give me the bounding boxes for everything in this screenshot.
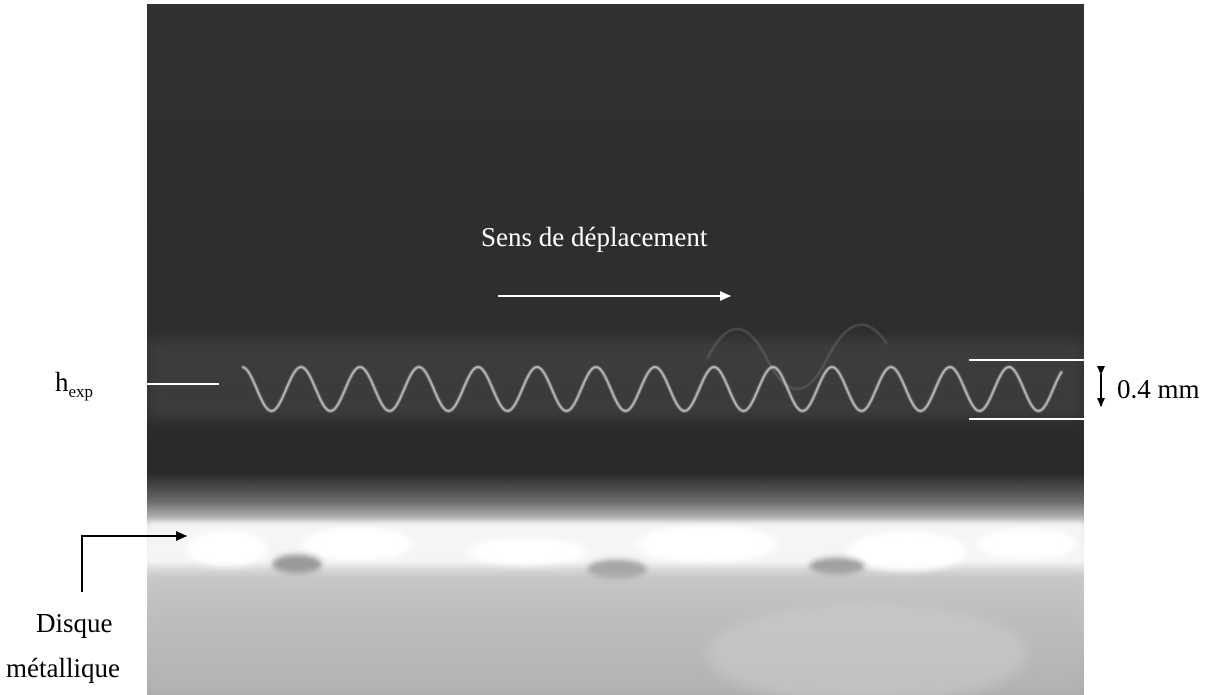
- ghost-wave: [706, 323, 888, 390]
- sinusoidal-wave: [241, 365, 1063, 413]
- dimension-label: 0.4 mm: [1117, 374, 1200, 404]
- direction-label: Sens de déplacement: [481, 222, 708, 252]
- h-exp-label: hexp: [55, 367, 93, 401]
- experiment-photo: [147, 4, 1084, 695]
- h-exp-main: h: [55, 367, 69, 397]
- photo-render: [147, 4, 1084, 695]
- h-exp-subscript: exp: [68, 382, 94, 401]
- disc-label-line1: Disque: [36, 608, 113, 638]
- bright-interface-band: [147, 522, 1084, 579]
- disc-glare: [707, 604, 1027, 695]
- disc-label-line2: métallique: [6, 653, 120, 683]
- disc-pointer-arrow: [81, 531, 187, 592]
